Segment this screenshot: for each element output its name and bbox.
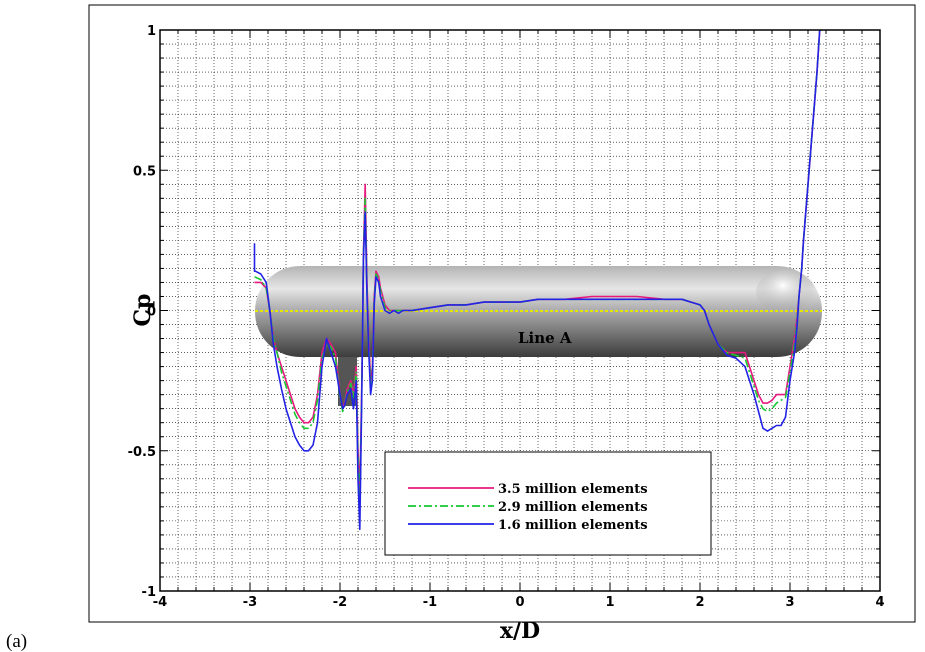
legend-label: 1.6 million elements: [498, 518, 648, 533]
x-tick-label: -2: [333, 595, 347, 610]
x-tick-labels: -4 -3 -2 -1 0 1 2 3 4: [153, 595, 885, 610]
x-tick-label: 2: [695, 595, 704, 610]
y-tick-label: 0.5: [133, 164, 156, 179]
legend-box: [384, 451, 712, 556]
x-axis-label: x/D: [500, 618, 540, 644]
x-tick-label: -4: [153, 595, 167, 610]
y-axis-label: Cp: [130, 294, 156, 327]
y-tick-label: 0: [147, 305, 156, 320]
hull-fin: [338, 356, 357, 406]
y-tick-labels: -1 -0.5 0 0.5 1: [128, 24, 156, 600]
series-line-2: [254, 30, 822, 508]
line-a-label: Line A: [518, 329, 572, 347]
figure-frame: [88, 4, 916, 623]
hull-highlight: [756, 270, 816, 314]
ticks: [159, 29, 881, 592]
legend: 3.5 million elements 2.9 million elements…: [384, 451, 712, 556]
x-tick-label: -3: [243, 595, 257, 610]
series-group: [253, 30, 822, 531]
panel-label: (a): [6, 631, 27, 652]
x-tick-label: 0: [515, 595, 524, 610]
hull-body: [255, 266, 822, 357]
x-tick-label: 4: [875, 595, 884, 610]
y-tick-label: -0.5: [128, 445, 156, 460]
series-line-3: [253, 30, 822, 531]
x-tick-label: 3: [785, 595, 794, 610]
x-tick-label: -1: [423, 595, 437, 610]
y-tick-label: -1: [142, 585, 156, 600]
legend-label: 2.9 million elements: [498, 500, 648, 515]
legend-label: 3.5 million elements: [498, 482, 648, 497]
x-tick-label: 1: [605, 595, 614, 610]
y-tick-label: 1: [147, 24, 156, 39]
